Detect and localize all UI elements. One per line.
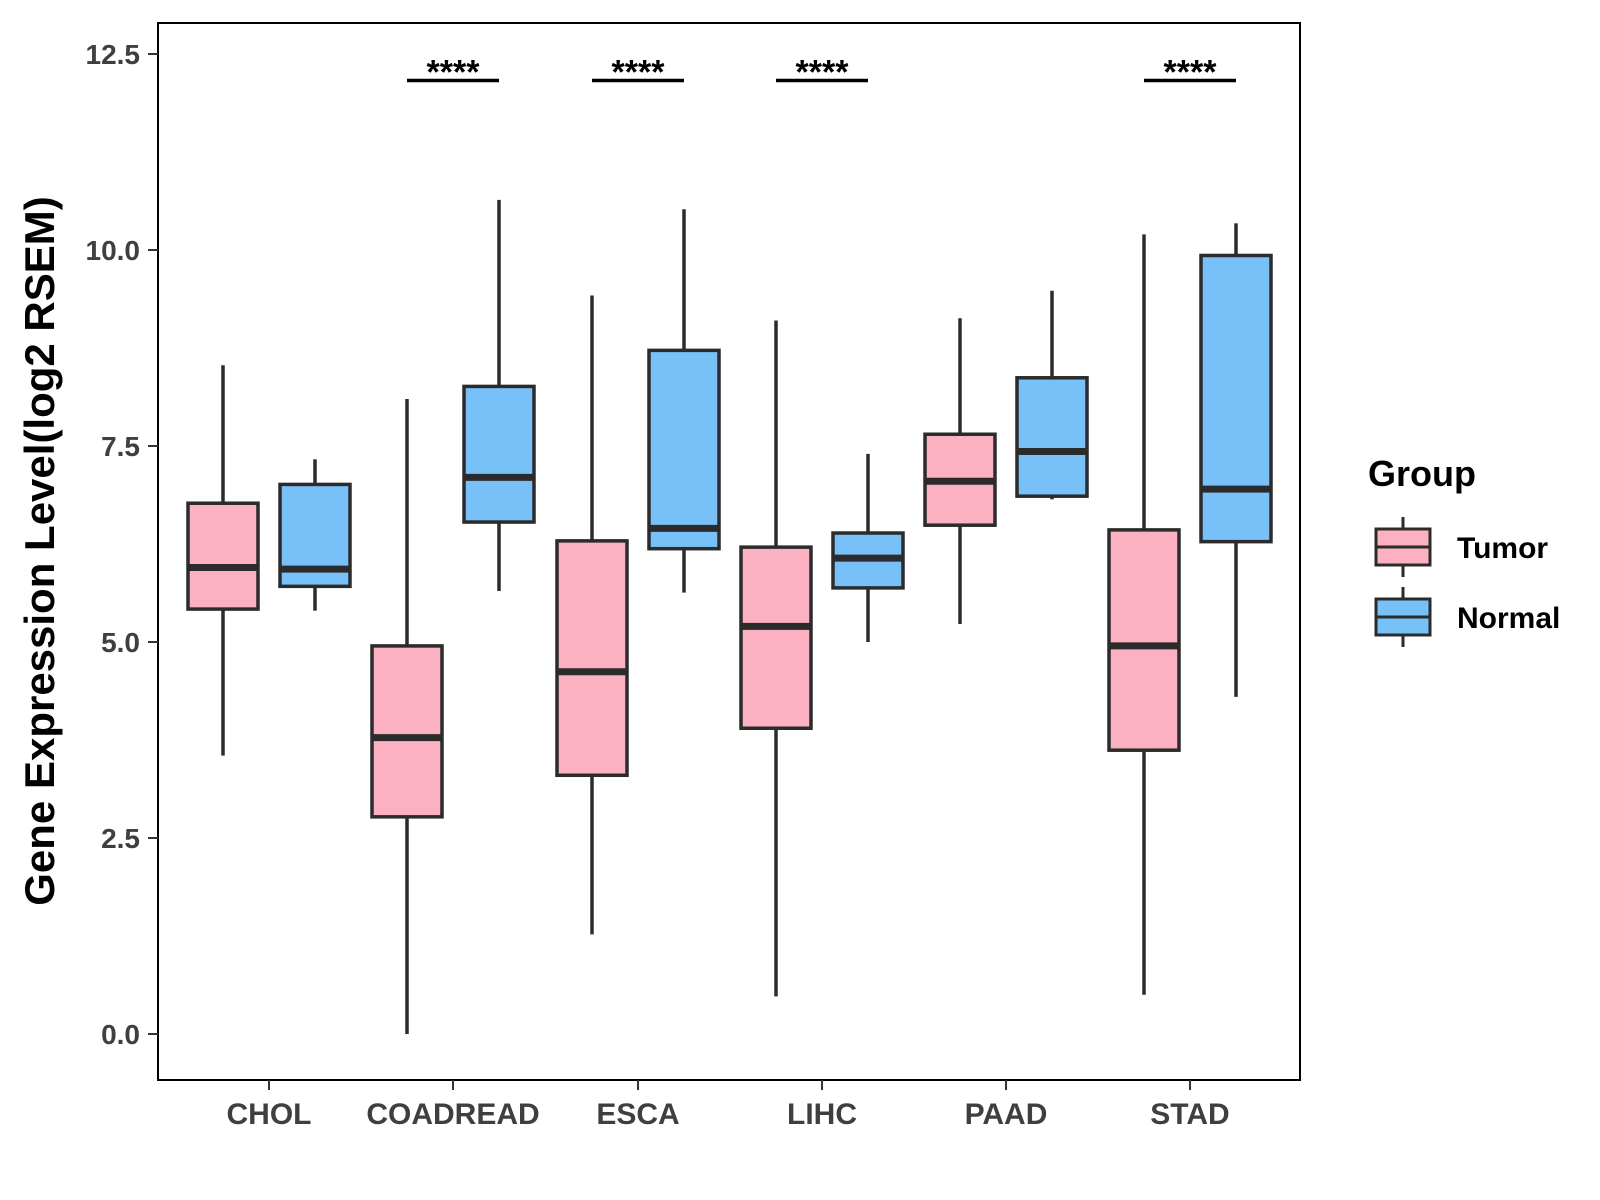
legend-item-normal: Normal	[1374, 587, 1560, 647]
significance-label: ****	[1164, 54, 1218, 92]
x-tick-label: LIHC	[787, 1098, 857, 1131]
y-tick-label: 10.0	[86, 235, 141, 266]
legend-label: Normal	[1457, 602, 1560, 635]
tumor-box-chol	[186, 365, 260, 756]
tumor-box-coadread	[370, 398, 444, 1034]
significance-label: ****	[796, 54, 850, 92]
iqr-box	[1107, 528, 1181, 752]
x-axis: CHOL COADREAD ESCA LIHC PAAD STAD	[227, 1080, 1230, 1131]
normal-box-stad	[1199, 223, 1273, 697]
normal-box-chol	[278, 459, 352, 611]
iqr-box	[647, 348, 721, 551]
x-tick-label: COADREAD	[366, 1098, 539, 1131]
normal-box-esca	[647, 209, 721, 593]
legend-title: Group	[1368, 453, 1476, 494]
normal-box-coadread	[462, 199, 536, 592]
x-tick-label: STAD	[1150, 1098, 1229, 1131]
iqr-box	[370, 644, 444, 819]
iqr-box	[186, 501, 260, 611]
iqr-box	[1015, 376, 1089, 498]
normal-box-paad	[1015, 290, 1089, 500]
x-tick-label: PAAD	[965, 1098, 1048, 1131]
y-axis: 0.0 2.5 5.0 7.5 10.0 12.5	[86, 39, 158, 1050]
significance-annotations: **** **** **** ****	[407, 54, 1236, 92]
legend-item-tumor: Tumor	[1374, 517, 1548, 577]
tumor-box-lihc	[739, 320, 813, 997]
iqr-box	[1199, 253, 1273, 544]
legend: Group Tumor Normal	[1368, 453, 1560, 647]
iqr-box	[555, 539, 629, 778]
tumor-box-esca	[555, 295, 629, 935]
y-axis-title: Gene Expression Level(log2 RSEM)	[16, 196, 63, 906]
iqr-box	[462, 384, 536, 524]
significance-label: ****	[427, 54, 481, 92]
box-series	[186, 199, 1273, 1034]
significance-label: ****	[612, 54, 666, 92]
y-tick-label: 7.5	[101, 431, 140, 462]
tumor-box-stad	[1107, 234, 1181, 995]
tumor-box-paad	[923, 318, 997, 624]
x-tick-label: CHOL	[227, 1098, 312, 1131]
y-tick-label: 2.5	[101, 823, 140, 854]
y-tick-label: 5.0	[101, 627, 140, 658]
y-tick-label: 12.5	[86, 39, 141, 70]
normal-box-lihc	[831, 453, 905, 642]
x-tick-label: ESCA	[596, 1098, 679, 1131]
legend-label: Tumor	[1457, 532, 1548, 565]
y-tick-label: 0.0	[101, 1019, 140, 1050]
iqr-box	[739, 545, 813, 730]
